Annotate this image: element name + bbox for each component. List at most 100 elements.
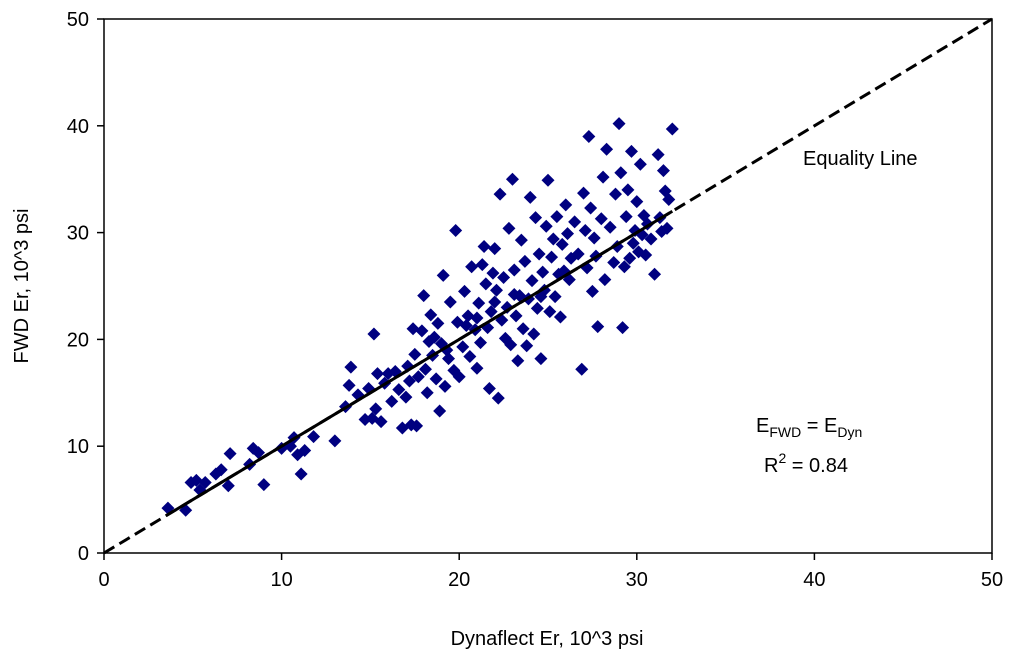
data-point — [418, 362, 432, 376]
data-point — [504, 338, 518, 352]
data-point — [607, 256, 621, 270]
data-point — [488, 295, 502, 309]
data-point — [520, 339, 534, 353]
y-axis-title: FWD Er, 10^3 psi — [11, 209, 33, 364]
data-point — [587, 231, 601, 245]
data-point — [648, 267, 662, 281]
data-point — [408, 347, 422, 361]
data-point — [571, 247, 585, 261]
data-point — [584, 201, 598, 215]
data-point — [477, 239, 491, 253]
data-point — [252, 446, 266, 460]
data-point — [575, 362, 589, 376]
data-point — [438, 379, 452, 393]
data-point — [442, 352, 456, 366]
data-point — [582, 129, 596, 143]
equation-lhs-subscript: FWD — [769, 424, 801, 440]
data-point — [545, 250, 559, 264]
data-point — [623, 251, 637, 265]
equality-line-label: Equality Line — [803, 148, 918, 170]
data-point — [614, 166, 628, 180]
data-point — [612, 117, 626, 131]
r-squared-r: R — [764, 455, 778, 477]
data-point — [406, 322, 420, 336]
data-point — [516, 322, 530, 336]
data-point — [461, 309, 475, 323]
y-tick-label: 30 — [67, 223, 89, 245]
data-point — [440, 343, 454, 357]
data-point — [410, 419, 424, 433]
data-point — [662, 192, 676, 206]
data-point — [598, 273, 612, 287]
data-point — [626, 236, 640, 250]
data-point — [619, 210, 633, 224]
data-point — [458, 284, 472, 298]
y-tick-label: 0 — [78, 543, 89, 565]
data-point — [507, 288, 521, 302]
data-point — [307, 430, 321, 444]
data-point — [550, 210, 564, 224]
data-point — [294, 467, 308, 481]
data-point — [465, 260, 479, 274]
data-point — [507, 263, 521, 277]
data-point — [431, 316, 445, 330]
tick-marks — [97, 18, 993, 560]
data-point — [553, 310, 567, 324]
data-point — [399, 390, 413, 404]
data-point — [555, 237, 569, 251]
x-tick-label: 20 — [448, 569, 470, 591]
data-point — [561, 227, 575, 241]
data-point — [523, 190, 537, 204]
data-point — [420, 386, 434, 400]
data-point — [585, 284, 599, 298]
data-point — [525, 274, 539, 288]
r-squared-value: = 0.84 — [786, 455, 848, 477]
data-point — [518, 254, 532, 268]
data-point — [532, 247, 546, 261]
data-point — [603, 220, 617, 234]
data-point — [491, 391, 505, 405]
data-point — [656, 164, 670, 178]
x-axis-title: Dynaflect Er, 10^3 psi — [451, 628, 644, 650]
data-point — [493, 187, 507, 201]
data-point — [214, 463, 228, 477]
data-point — [534, 352, 548, 366]
equation-rhs-subscript: Dyn — [837, 424, 862, 440]
data-point — [621, 183, 635, 197]
data-point — [392, 383, 406, 397]
data-point — [559, 198, 573, 212]
data-point — [497, 270, 511, 284]
x-tick-label: 0 — [98, 569, 109, 591]
data-point — [488, 242, 502, 256]
y-tick-labels: 0 10 20 30 40 50 — [67, 9, 89, 565]
x-tick-label: 10 — [270, 569, 292, 591]
data-point — [472, 296, 486, 310]
data-point — [198, 476, 212, 490]
plot-axes — [103, 18, 993, 554]
data-point — [600, 142, 614, 156]
data-point — [639, 248, 653, 262]
r-squared-superscript: 2 — [778, 450, 786, 466]
data-point — [374, 415, 388, 429]
data-point — [443, 295, 457, 309]
data-point — [189, 473, 203, 487]
data-point — [500, 300, 514, 314]
data-point — [424, 308, 438, 322]
x-tick-label: 50 — [981, 569, 1003, 591]
data-point — [509, 309, 523, 323]
data-point — [548, 290, 562, 304]
x-tick-label: 40 — [803, 569, 825, 591]
data-point — [369, 402, 383, 416]
data-point — [298, 443, 312, 457]
data-point — [436, 268, 450, 282]
equation-label: EFWD = EDyn — [756, 415, 862, 440]
data-point — [651, 148, 665, 162]
data-point — [484, 305, 498, 319]
data-point — [543, 305, 557, 319]
data-point — [630, 195, 644, 209]
data-point — [385, 394, 399, 408]
data-point — [644, 232, 658, 246]
data-point — [502, 221, 516, 235]
data-point — [479, 277, 493, 291]
